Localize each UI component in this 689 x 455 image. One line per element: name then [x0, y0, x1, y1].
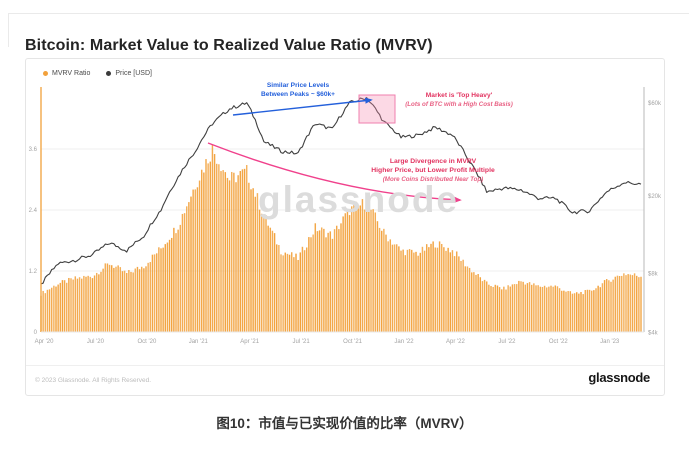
page-title: Bitcoin: Market Value to Realized Value …	[25, 36, 433, 54]
legend-item-price-usd[interactable]: Price [USD]	[106, 70, 152, 77]
figure-caption: 图10：市值与已实现价值的比率（MVRV）	[216, 416, 473, 431]
price-usd-dot-icon	[106, 71, 112, 76]
page-frame-top-line	[8, 13, 689, 14]
legend-item-mvrv-ratio[interactable]: MVRV Ratio	[43, 70, 90, 77]
svg-text:Jan '23: Jan '23	[600, 339, 620, 345]
svg-text:Jan '21: Jan '21	[189, 339, 209, 345]
similar-peaks-arrow	[232, 97, 373, 116]
glassnode-watermark: glassnode	[258, 179, 459, 220]
svg-text:Apr '22: Apr '22	[446, 339, 465, 345]
copyright-text: © 2023 Glassnode. All Rights Reserved.	[35, 377, 152, 384]
svg-text:2.4: 2.4	[29, 208, 38, 214]
similar-price-levels-annotation: Similar Price Levels Between Peaks ~ $60…	[218, 82, 378, 99]
svg-text:Apr '21: Apr '21	[240, 339, 259, 345]
chart-svg: 0 1.2 2.4 3.6 $60k $20k $8k $4k Apr '20 Jul '20 Oc…	[29, 87, 662, 345]
svg-text:Oct '22: Oct '22	[549, 339, 568, 345]
price-line-layer	[40, 96, 642, 285]
svg-text:Oct '21: Oct '21	[343, 339, 362, 345]
chart-card: MVRV Ratio Price [USD] glassnode 0 1.2 2.4…	[25, 58, 665, 396]
glassnode-logo: glassnode	[588, 370, 650, 385]
svg-text:0: 0	[34, 330, 38, 336]
page-frame-left-line	[8, 13, 9, 47]
mvrv-bars-layer	[40, 144, 642, 332]
legend-label-mvrv-ratio: MVRV Ratio	[52, 70, 91, 77]
chart-legend: MVRV Ratio Price [USD]	[43, 70, 152, 77]
svg-text:3.6: 3.6	[29, 147, 38, 153]
annotation-line: Higher Price, but Lower Profit Multiple	[371, 166, 495, 174]
divergence-arrow	[207, 142, 462, 203]
legend-label-price-usd: Price [USD]	[115, 70, 152, 77]
annotation-line: Large Divergence in MVRV	[389, 158, 477, 165]
svg-text:Oct '20: Oct '20	[137, 339, 156, 345]
annotation-subline: (More Coins Distributed Near Top)	[382, 175, 484, 183]
svg-text:$4k: $4k	[648, 330, 659, 336]
svg-text:$60k: $60k	[648, 101, 662, 107]
axis-layer: 0 1.2 2.4 3.6 $60k $20k $8k $4k Apr '20 Jul '20 Oc…	[29, 87, 662, 345]
top-heavy-annotation: Market is 'Top Heavy' (Lots of BTC with …	[374, 92, 544, 109]
svg-text:Jul '21: Jul '21	[293, 339, 311, 345]
card-footer-divider	[26, 365, 664, 366]
annotation-subline: (Lots of BTC with a High Cost Basis)	[405, 100, 513, 108]
svg-text:1.2: 1.2	[29, 269, 38, 275]
annotation-line: Between Peaks ~ $60k+	[260, 90, 336, 98]
svg-text:Jan '22: Jan '22	[394, 339, 414, 345]
annotation-line: Market is 'Top Heavy'	[425, 92, 493, 99]
svg-text:Jul '20: Jul '20	[87, 339, 105, 345]
mvrv-ratio-dot-icon	[43, 71, 48, 76]
annotation-line: Similar Price Levels	[266, 82, 330, 89]
svg-text:$20k: $20k	[648, 194, 662, 200]
divergence-annotation: Large Divergence in MVRV Higher Price, b…	[348, 158, 518, 184]
svg-text:$8k: $8k	[648, 272, 659, 278]
svg-text:Jul '22: Jul '22	[498, 339, 516, 345]
svg-text:Apr '20: Apr '20	[35, 339, 54, 345]
